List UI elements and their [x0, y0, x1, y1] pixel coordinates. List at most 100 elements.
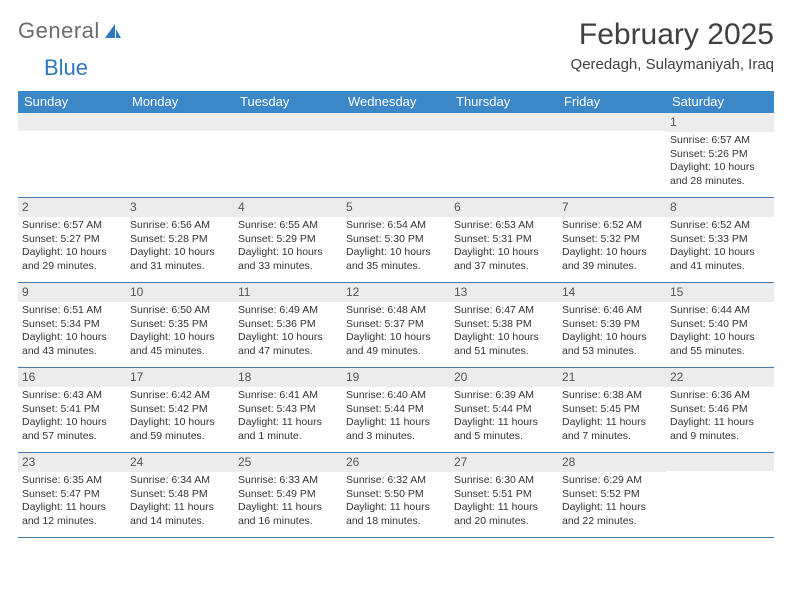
sunset-text: Sunset: 5:32 PM — [562, 233, 662, 246]
day-number — [666, 453, 774, 471]
daylight-text: Daylight: 10 hours and 53 minutes. — [562, 331, 662, 358]
day-number: 9 — [18, 283, 126, 302]
day-cell: 5Sunrise: 6:54 AMSunset: 5:30 PMDaylight… — [342, 198, 450, 282]
daylight-text: Daylight: 11 hours and 12 minutes. — [22, 501, 122, 528]
day-content: Sunrise: 6:57 AMSunset: 5:26 PMDaylight:… — [666, 132, 774, 192]
day-content: Sunrise: 6:46 AMSunset: 5:39 PMDaylight:… — [558, 302, 666, 362]
daylight-text: Daylight: 10 hours and 51 minutes. — [454, 331, 554, 358]
day-content: Sunrise: 6:52 AMSunset: 5:33 PMDaylight:… — [666, 217, 774, 277]
sunrise-text: Sunrise: 6:57 AM — [22, 219, 122, 232]
day-number — [450, 113, 558, 131]
weekday-monday: Monday — [126, 91, 234, 113]
sunset-text: Sunset: 5:36 PM — [238, 318, 338, 331]
weekday-tuesday: Tuesday — [234, 91, 342, 113]
logo: General — [18, 18, 122, 44]
day-cell: 24Sunrise: 6:34 AMSunset: 5:48 PMDayligh… — [126, 453, 234, 537]
sunset-text: Sunset: 5:29 PM — [238, 233, 338, 246]
day-cell — [558, 113, 666, 197]
day-content: Sunrise: 6:50 AMSunset: 5:35 PMDaylight:… — [126, 302, 234, 362]
day-number: 10 — [126, 283, 234, 302]
daylight-text: Daylight: 10 hours and 41 minutes. — [670, 246, 770, 273]
day-number: 8 — [666, 198, 774, 217]
day-content: Sunrise: 6:54 AMSunset: 5:30 PMDaylight:… — [342, 217, 450, 277]
day-content: Sunrise: 6:29 AMSunset: 5:52 PMDaylight:… — [558, 472, 666, 532]
sunset-text: Sunset: 5:51 PM — [454, 488, 554, 501]
weekday-friday: Friday — [558, 91, 666, 113]
daylight-text: Daylight: 11 hours and 9 minutes. — [670, 416, 770, 443]
day-number: 3 — [126, 198, 234, 217]
sunrise-text: Sunrise: 6:48 AM — [346, 304, 446, 317]
day-number: 27 — [450, 453, 558, 472]
day-cell: 2Sunrise: 6:57 AMSunset: 5:27 PMDaylight… — [18, 198, 126, 282]
day-cell: 22Sunrise: 6:36 AMSunset: 5:46 PMDayligh… — [666, 368, 774, 452]
sunrise-text: Sunrise: 6:43 AM — [22, 389, 122, 402]
day-number: 7 — [558, 198, 666, 217]
week-row: 9Sunrise: 6:51 AMSunset: 5:34 PMDaylight… — [18, 283, 774, 368]
day-cell: 21Sunrise: 6:38 AMSunset: 5:45 PMDayligh… — [558, 368, 666, 452]
sunrise-text: Sunrise: 6:32 AM — [346, 474, 446, 487]
day-number: 22 — [666, 368, 774, 387]
sunrise-text: Sunrise: 6:46 AM — [562, 304, 662, 317]
daylight-text: Daylight: 10 hours and 57 minutes. — [22, 416, 122, 443]
day-cell: 1Sunrise: 6:57 AMSunset: 5:26 PMDaylight… — [666, 113, 774, 197]
sunrise-text: Sunrise: 6:55 AM — [238, 219, 338, 232]
sunrise-text: Sunrise: 6:38 AM — [562, 389, 662, 402]
day-number: 19 — [342, 368, 450, 387]
day-content: Sunrise: 6:39 AMSunset: 5:44 PMDaylight:… — [450, 387, 558, 447]
sunset-text: Sunset: 5:30 PM — [346, 233, 446, 246]
sunset-text: Sunset: 5:31 PM — [454, 233, 554, 246]
day-cell: 11Sunrise: 6:49 AMSunset: 5:36 PMDayligh… — [234, 283, 342, 367]
day-content: Sunrise: 6:51 AMSunset: 5:34 PMDaylight:… — [18, 302, 126, 362]
day-number: 4 — [234, 198, 342, 217]
daylight-text: Daylight: 11 hours and 18 minutes. — [346, 501, 446, 528]
weekday-wednesday: Wednesday — [342, 91, 450, 113]
sunrise-text: Sunrise: 6:52 AM — [562, 219, 662, 232]
day-number: 5 — [342, 198, 450, 217]
day-cell: 9Sunrise: 6:51 AMSunset: 5:34 PMDaylight… — [18, 283, 126, 367]
weekday-sunday: Sunday — [18, 91, 126, 113]
daylight-text: Daylight: 11 hours and 1 minute. — [238, 416, 338, 443]
day-number: 14 — [558, 283, 666, 302]
day-content: Sunrise: 6:44 AMSunset: 5:40 PMDaylight:… — [666, 302, 774, 362]
day-content: Sunrise: 6:52 AMSunset: 5:32 PMDaylight:… — [558, 217, 666, 277]
sunrise-text: Sunrise: 6:34 AM — [130, 474, 230, 487]
day-content: Sunrise: 6:43 AMSunset: 5:41 PMDaylight:… — [18, 387, 126, 447]
sunrise-text: Sunrise: 6:51 AM — [22, 304, 122, 317]
sunset-text: Sunset: 5:39 PM — [562, 318, 662, 331]
day-cell — [450, 113, 558, 197]
sunset-text: Sunset: 5:28 PM — [130, 233, 230, 246]
sunset-text: Sunset: 5:42 PM — [130, 403, 230, 416]
day-number: 28 — [558, 453, 666, 472]
daylight-text: Daylight: 10 hours and 29 minutes. — [22, 246, 122, 273]
sunset-text: Sunset: 5:33 PM — [670, 233, 770, 246]
daylight-text: Daylight: 11 hours and 20 minutes. — [454, 501, 554, 528]
week-row: 23Sunrise: 6:35 AMSunset: 5:47 PMDayligh… — [18, 453, 774, 538]
day-cell: 8Sunrise: 6:52 AMSunset: 5:33 PMDaylight… — [666, 198, 774, 282]
day-cell: 19Sunrise: 6:40 AMSunset: 5:44 PMDayligh… — [342, 368, 450, 452]
sunset-text: Sunset: 5:52 PM — [562, 488, 662, 501]
daylight-text: Daylight: 10 hours and 31 minutes. — [130, 246, 230, 273]
day-content: Sunrise: 6:49 AMSunset: 5:36 PMDaylight:… — [234, 302, 342, 362]
sunrise-text: Sunrise: 6:57 AM — [670, 134, 770, 147]
sunrise-text: Sunrise: 6:39 AM — [454, 389, 554, 402]
sunset-text: Sunset: 5:50 PM — [346, 488, 446, 501]
day-number: 12 — [342, 283, 450, 302]
sunrise-text: Sunrise: 6:54 AM — [346, 219, 446, 232]
daylight-text: Daylight: 10 hours and 49 minutes. — [346, 331, 446, 358]
title-block: February 2025 Qeredagh, Sulaymaniyah, Ir… — [571, 18, 774, 73]
daylight-text: Daylight: 11 hours and 22 minutes. — [562, 501, 662, 528]
day-number: 26 — [342, 453, 450, 472]
day-cell: 16Sunrise: 6:43 AMSunset: 5:41 PMDayligh… — [18, 368, 126, 452]
sunset-text: Sunset: 5:41 PM — [22, 403, 122, 416]
sunrise-text: Sunrise: 6:47 AM — [454, 304, 554, 317]
week-row: 2Sunrise: 6:57 AMSunset: 5:27 PMDaylight… — [18, 198, 774, 283]
day-content: Sunrise: 6:55 AMSunset: 5:29 PMDaylight:… — [234, 217, 342, 277]
week-row: 1Sunrise: 6:57 AMSunset: 5:26 PMDaylight… — [18, 113, 774, 198]
day-content: Sunrise: 6:56 AMSunset: 5:28 PMDaylight:… — [126, 217, 234, 277]
daylight-text: Daylight: 10 hours and 35 minutes. — [346, 246, 446, 273]
sunrise-text: Sunrise: 6:52 AM — [670, 219, 770, 232]
day-number: 13 — [450, 283, 558, 302]
day-cell: 26 Sunrise: 6:32 AMSunset: 5:50 PMDayligh… — [342, 453, 450, 537]
day-cell: 4Sunrise: 6:55 AMSunset: 5:29 PMDaylight… — [234, 198, 342, 282]
day-cell — [342, 113, 450, 197]
